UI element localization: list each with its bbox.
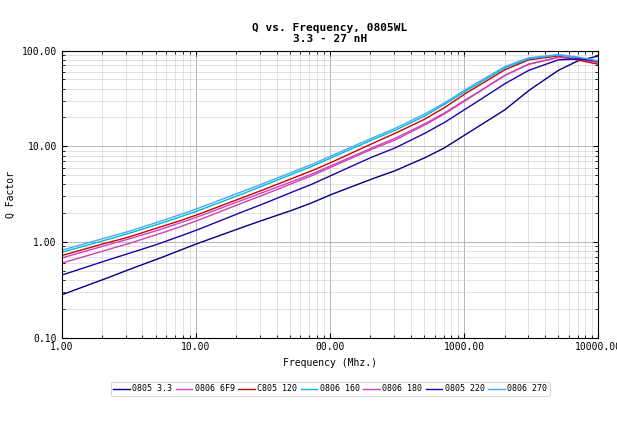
0806 180: [595, 60, 602, 65]
0806 180: [465, 96, 473, 101]
C805 120: [595, 62, 602, 67]
Line: 0806 270: 0806 270: [62, 54, 598, 250]
0805 220: [595, 58, 602, 63]
Line: 0805 3.3: 0805 3.3: [62, 56, 598, 295]
0805 220: [384, 149, 391, 154]
0806 6F9: [58, 255, 65, 260]
C805 120: [384, 134, 391, 139]
0806 270: [400, 122, 407, 127]
0805 220: [91, 262, 98, 267]
0806 180: [58, 261, 65, 266]
0806 180: [555, 55, 562, 60]
C805 120: [555, 54, 562, 59]
C805 120: [520, 59, 528, 64]
0806 180: [384, 141, 391, 146]
0806 270: [58, 248, 65, 253]
0806 160: [370, 137, 377, 142]
0806 6F9: [91, 246, 98, 251]
0806 160: [58, 250, 65, 255]
0806 160: [91, 241, 98, 246]
0806 270: [520, 57, 528, 62]
0806 6F9: [555, 55, 562, 60]
0806 160: [595, 60, 602, 65]
0806 270: [370, 135, 377, 140]
C805 120: [58, 253, 65, 258]
0805 220: [574, 57, 581, 62]
0805 3.3: [400, 165, 407, 170]
0806 160: [400, 124, 407, 129]
0806 270: [384, 129, 391, 134]
0806 270: [91, 238, 98, 243]
0806 270: [595, 58, 602, 63]
0806 270: [555, 52, 562, 57]
C805 120: [465, 89, 473, 94]
0806 270: [465, 85, 473, 90]
0805 220: [370, 154, 377, 159]
Line: 0806 180: 0806 180: [62, 57, 598, 263]
0806 6F9: [370, 145, 377, 150]
0805 220: [465, 105, 473, 110]
X-axis label: Frequency (Mhz.): Frequency (Mhz.): [283, 358, 377, 368]
0805 3.3: [595, 54, 602, 59]
0806 160: [555, 52, 562, 57]
0805 220: [400, 141, 407, 146]
0806 6F9: [595, 60, 602, 65]
Line: C805 120: C805 120: [62, 56, 598, 256]
0806 6F9: [384, 139, 391, 144]
0806 6F9: [400, 132, 407, 137]
0806 160: [384, 131, 391, 136]
0806 180: [91, 251, 98, 256]
0806 160: [520, 58, 528, 63]
0805 3.3: [58, 292, 65, 298]
0806 160: [465, 87, 473, 92]
0805 3.3: [91, 280, 98, 285]
0806 6F9: [465, 95, 473, 100]
0805 3.3: [384, 171, 391, 176]
Title: Q vs. Frequency, 0805WL
3.3 - 27 nH: Q vs. Frequency, 0805WL 3.3 - 27 nH: [252, 23, 408, 44]
0805 3.3: [465, 130, 473, 135]
Line: 0806 6F9: 0806 6F9: [62, 57, 598, 258]
0805 220: [58, 273, 65, 278]
C805 120: [370, 141, 377, 146]
Line: 0806 160: 0806 160: [62, 55, 598, 252]
0806 180: [400, 133, 407, 138]
0805 3.3: [370, 176, 377, 181]
C805 120: [91, 243, 98, 249]
Legend: 0805 3.3, 0806 6F9, C805 120, 0806 160, 0806 180, 0805 220, 0806 270: 0805 3.3, 0806 6F9, C805 120, 0806 160, …: [110, 382, 550, 396]
0806 180: [520, 64, 528, 69]
0805 220: [520, 70, 528, 76]
0805 3.3: [520, 92, 528, 97]
0806 6F9: [520, 64, 528, 69]
Line: 0805 220: 0805 220: [62, 59, 598, 275]
Y-axis label: Q Factor: Q Factor: [6, 170, 16, 218]
C805 120: [400, 127, 407, 132]
0806 180: [370, 146, 377, 151]
